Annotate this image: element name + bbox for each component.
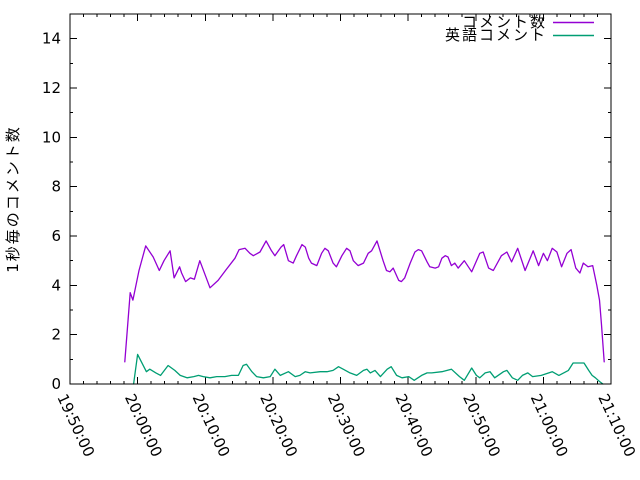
legend-label-english: 英語コメント [445,26,547,44]
y-tick-label: 6 [51,227,61,245]
plot-border [69,13,612,385]
data-series [124,240,605,385]
y-tick-label: 2 [51,326,61,344]
series-line-comments [124,240,605,363]
x-tick-label: 20:40:00 [391,391,436,460]
y-tick-label: 14 [42,30,61,48]
axis-ticks [69,14,612,385]
x-tick-label: 20:20:00 [256,391,301,460]
x-tick-label: 21:10:00 [594,391,639,460]
legend: コメント数 英語コメント [445,13,594,44]
y-tick-label: 8 [51,178,61,196]
x-tick-labels: 19:50:00 20:00:00 20:10:00 20:20:00 20:30:00… [53,391,639,460]
x-tick-label: 21:00:00 [527,391,572,460]
x-tick-label: 19:50:00 [53,391,98,460]
y-tick-label: 12 [42,79,61,97]
y-axis-title: 1秒毎のコメント数 [4,125,22,273]
legend-label-comments: コメント数 [462,13,547,31]
x-tick-label: 20:30:00 [324,391,369,460]
x-tick-label: 20:50:00 [459,391,504,460]
y-tick-label: 0 [51,375,61,393]
x-tick-label: 20:00:00 [121,391,166,460]
y-tick-labels: 0 2 4 6 8 10 12 14 [42,30,61,393]
x-tick-label: 20:10:00 [189,391,234,460]
y-tick-label: 4 [51,276,61,294]
series-line-english [132,353,604,385]
y-tick-label: 10 [42,128,61,146]
